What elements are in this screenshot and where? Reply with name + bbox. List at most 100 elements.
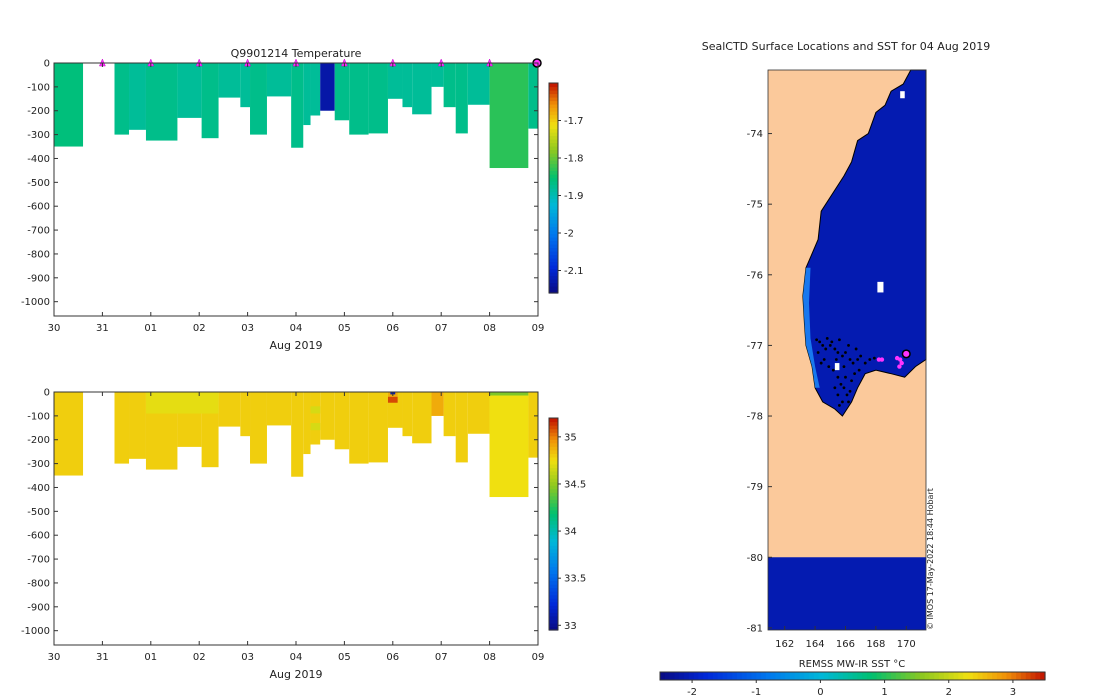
temp-ytick-label: -200 [27, 106, 50, 117]
sal-colorbar-step [549, 485, 558, 490]
track-point [850, 379, 853, 383]
map-lon-tick-label: 164 [806, 639, 825, 650]
temp-colorbar-step [549, 212, 558, 217]
sst-colorbar-step [968, 672, 974, 680]
sst-colorbar-step [823, 672, 830, 680]
sal-profile [528, 392, 538, 458]
map-lat-tick-label: -75 [747, 200, 763, 211]
sst-colorbar-step [684, 672, 690, 680]
temp-ytick-label: -600 [27, 202, 50, 213]
sst-colorbar-step [987, 672, 993, 680]
sal-profile [114, 392, 130, 464]
sal-colorbar-step [549, 446, 558, 451]
track-point [816, 351, 820, 354]
temp-profile [349, 63, 369, 135]
sst-colorbar-step [910, 672, 916, 680]
temp-colorbar-step [549, 111, 558, 116]
sal-colorbar-step [549, 559, 558, 564]
map-lon-tick-label: 162 [775, 639, 794, 650]
temperature-y-ticks: 0 -100 -200 -300 -400 -500 -600 -700 -800 -900 -10… [21, 59, 538, 308]
sst-colorbar-step [770, 672, 777, 680]
temp-profile [467, 63, 490, 105]
southern-sst-block [768, 557, 926, 630]
track-point [833, 386, 837, 390]
sal-colorbar-step [549, 463, 558, 469]
temp-profile [145, 63, 178, 141]
sst-colorbar-step [674, 672, 680, 680]
sst-colorbar-step [789, 672, 796, 680]
sal-patch [489, 395, 529, 498]
track-point [827, 365, 831, 368]
temp-colorbar-step [549, 216, 558, 221]
track-point [831, 368, 835, 372]
temp-colorbar-step [549, 254, 558, 259]
sst-colorbar-step [833, 672, 839, 680]
temp-colorbar-step [549, 240, 558, 245]
sal-colorbar-step [549, 577, 558, 582]
temp-colorbar-step [549, 100, 558, 105]
track-point [853, 372, 856, 376]
sal-profile [320, 392, 335, 440]
sal-xtick-label: 08 [483, 652, 496, 663]
sal-colorbar-step [549, 474, 558, 479]
track-point [825, 336, 829, 340]
sst-colorbar-step [963, 672, 969, 680]
salinity-x-ticks: 30 31 01 02 03 04 05 06 07 08 09 [48, 392, 544, 663]
temp-colorbar-step [549, 125, 558, 130]
sal-profile [310, 392, 321, 445]
temp-colorbar-step [549, 83, 558, 88]
sal-colorbar-step [549, 481, 558, 486]
temp-ytick-label: -800 [27, 249, 50, 260]
temp-profile [489, 63, 529, 169]
temp-colorbar-step [549, 181, 558, 186]
sal-ytick-label: -500 [27, 507, 50, 518]
sst-colorbar-step [857, 672, 863, 680]
sal-colorbar-step [549, 534, 558, 539]
track-point [821, 344, 825, 347]
sal-profile [368, 392, 388, 463]
sal-profile [240, 392, 251, 437]
sal-colorbar-step [549, 453, 558, 458]
temp-colorbar-step [549, 107, 558, 112]
sst-colorbar-step [862, 672, 868, 680]
sst-colorbar-step [804, 672, 810, 680]
sal-profile [218, 392, 241, 427]
sst-colorbar-step [799, 672, 805, 680]
sal-colorbar-step [549, 460, 558, 465]
temp-ytick-label: -900 [27, 273, 50, 284]
sal-xtick-label: 04 [290, 652, 303, 663]
track-point [833, 347, 837, 351]
sal-colorbar-step [549, 580, 558, 585]
sal-colorbar-step [549, 467, 558, 472]
temp-colorbar-step [549, 230, 558, 235]
sal-colorbar-step [549, 516, 558, 522]
sst-colorbar-step [1035, 672, 1041, 680]
sst-colorbar-step [1025, 672, 1032, 680]
sal-colorbar-step [549, 587, 558, 592]
sal-profile [129, 392, 146, 459]
sst-colorbar-step [698, 672, 704, 680]
sst-colorbar-step [972, 672, 979, 680]
sst-colorbar-step [915, 672, 921, 680]
sal-profile [455, 392, 468, 463]
sal-xtick-label: 06 [386, 652, 399, 663]
salinity-panel: 0 -100 -200 -300 -400 -500 -600 -700 -800 -900 -10… [21, 388, 586, 682]
temp-xtick-label: 01 [144, 323, 157, 334]
sst-colorbar-step [664, 672, 671, 680]
sst-colorbar-step [905, 672, 911, 680]
temp-colorbar-step [549, 132, 558, 137]
temp-profile [291, 63, 304, 148]
sal-colorbar-step [549, 488, 558, 493]
sst-colorbar-step [953, 672, 959, 680]
sal-patch [387, 396, 398, 403]
sal-colorbar-step [549, 442, 558, 447]
sal-ytick-label: -800 [27, 578, 50, 589]
sal-profile [334, 392, 350, 450]
temp-ytick-label: 0 [44, 59, 50, 70]
sal-colorbar-step [549, 584, 558, 589]
sal-patch [310, 406, 321, 414]
temp-colorbar-step [549, 261, 558, 266]
salinity-colorbar: 35 34.5 34 33.5 33 [548, 417, 586, 632]
sal-colorbar-step [549, 513, 558, 518]
